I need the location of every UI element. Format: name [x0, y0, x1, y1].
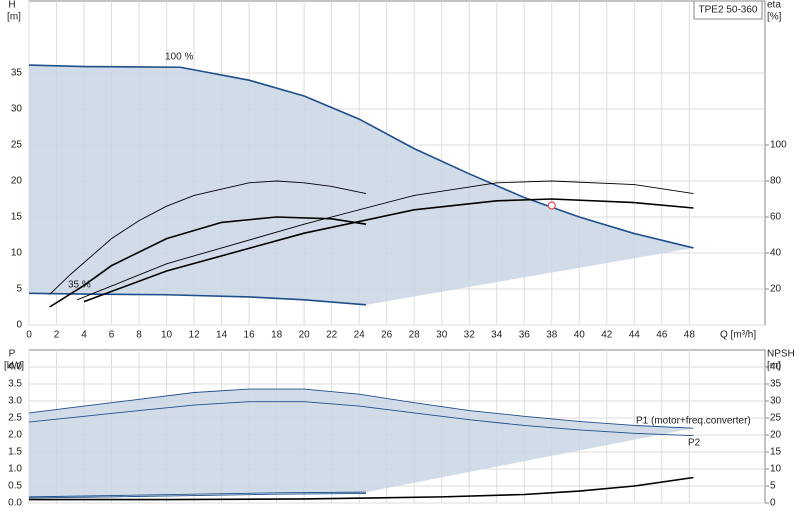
curve: [49, 216, 367, 308]
y-tick-label: 30: [11, 104, 23, 115]
y-axis-unit: [kW]: [4, 361, 24, 372]
y2-tick-label: 0: [770, 498, 776, 509]
y-tick-label: 1.5: [8, 447, 22, 458]
x-tick-label: 28: [409, 330, 421, 341]
y2-tick-label: 20: [770, 284, 782, 295]
y-tick-label: 0.0: [8, 498, 22, 509]
curve: [28, 401, 694, 437]
curve: [28, 292, 367, 306]
y-axis-label: P: [9, 349, 16, 360]
operating-range: [29, 65, 694, 305]
y2-tick-label: 80: [770, 176, 782, 187]
x-tick-label: 32: [464, 330, 476, 341]
x-tick-label: 18: [271, 330, 283, 341]
x-tick-label: 16: [244, 330, 256, 341]
annotation: 100 %: [165, 52, 193, 63]
x-axis-label: Q [m³/h]: [720, 330, 756, 341]
x-tick-label: 42: [601, 330, 613, 341]
x-tick-label: 22: [326, 330, 338, 341]
y2-axis-label: NPSH: [767, 349, 795, 360]
curve: [76, 180, 694, 301]
curve: [49, 180, 367, 295]
x-tick-label: 14: [216, 330, 228, 341]
y-axis-label: H: [8, 0, 15, 11]
x-tick-label: 44: [629, 330, 641, 341]
y2-tick-label: 100: [770, 140, 787, 151]
y2-tick-label: 40: [770, 362, 782, 373]
x-tick-label: 34: [491, 330, 503, 341]
x-tick-label: 30: [436, 330, 448, 341]
x-tick-label: 2: [54, 330, 60, 341]
x-tick-label: 12: [189, 330, 201, 341]
y2-axis-unit: [m]: [767, 361, 781, 372]
x-tick-label: 46: [656, 330, 668, 341]
y-tick-label: 0.5: [8, 481, 22, 492]
y2-tick-label: 25: [770, 413, 782, 424]
x-tick-label: 8: [136, 330, 142, 341]
x-tick-label: 40: [574, 330, 586, 341]
y-tick-label: 3.5: [8, 379, 22, 390]
y-tick-label: 0: [16, 320, 22, 331]
y2-tick-label: 15: [770, 447, 782, 458]
y-tick-label: 5: [16, 284, 22, 295]
annotation: P2: [688, 438, 701, 449]
y2-tick-label: 30: [770, 396, 782, 407]
x-tick-label: 10: [161, 330, 173, 341]
y-tick-label: 4.0: [8, 362, 22, 373]
x-tick-label: 24: [354, 330, 366, 341]
x-tick-label: 0: [26, 330, 32, 341]
y-tick-label: 20: [11, 176, 23, 187]
curve: [28, 388, 694, 429]
y-tick-label: 1.0: [8, 464, 22, 475]
y2-tick-label: 35: [770, 379, 782, 390]
curve: [28, 491, 367, 498]
curve: [83, 198, 694, 303]
y-tick-label: 2.0: [8, 430, 22, 441]
y2-tick-label: 20: [770, 430, 782, 441]
y-axis-unit: [m]: [7, 12, 21, 23]
y2-tick-label: 5: [770, 481, 776, 492]
x-tick-label: 48: [684, 330, 696, 341]
curve: [29, 476, 694, 501]
annotation: P1 (motor+freq.converter): [636, 416, 751, 427]
model-box: [693, 0, 763, 20]
annotation: 35 %: [68, 280, 91, 291]
curve: [28, 493, 367, 499]
y2-tick-label: 40: [770, 248, 782, 259]
y2-axis-label: eta: [767, 0, 781, 11]
x-tick-label: 20: [299, 330, 311, 341]
curve: [28, 64, 694, 249]
y2-axis-unit: [%]: [767, 12, 782, 23]
x-tick-label: 26: [381, 330, 393, 341]
y-tick-label: 2.5: [8, 413, 22, 424]
y-tick-label: 10: [11, 248, 23, 259]
y-tick-label: 15: [11, 212, 23, 223]
y2-tick-label: 60: [770, 212, 782, 223]
operating-range: [29, 389, 694, 497]
x-tick-label: 4: [81, 330, 87, 341]
y-tick-label: 25: [11, 140, 23, 151]
y-tick-label: 3.0: [8, 396, 22, 407]
y-tick-label: 35: [11, 68, 23, 79]
operating-point: [547, 201, 556, 210]
x-tick-label: 38: [546, 330, 558, 341]
y2-tick-label: 10: [770, 464, 782, 475]
x-tick-label: 6: [109, 330, 115, 341]
x-tick-label: 36: [519, 330, 531, 341]
model-label: TPE2 50-360: [699, 5, 758, 16]
